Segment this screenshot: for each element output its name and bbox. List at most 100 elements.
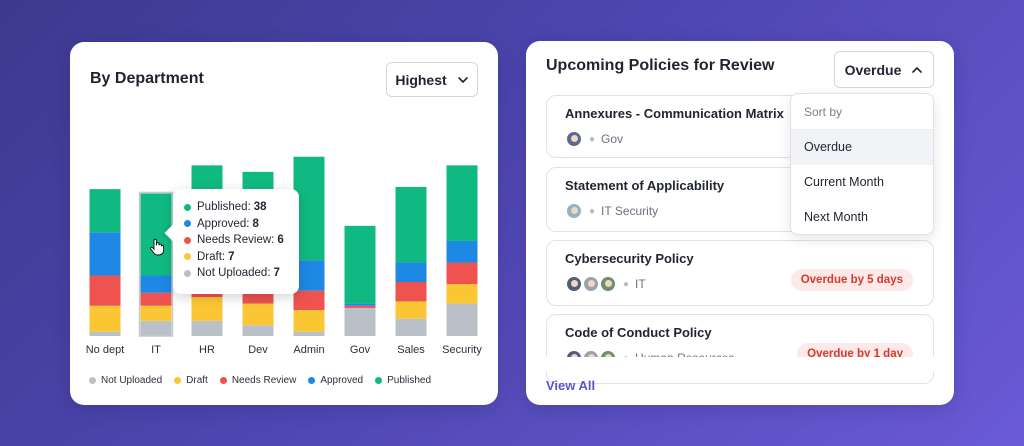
legend-label: Approved [320,375,364,386]
bar-segment-approved[interactable] [446,240,478,263]
tooltip-dot [184,236,191,244]
upcoming-policies-card: Upcoming Policies for Review Overdue Ann… [526,41,954,405]
tooltip-label: Draft: [197,250,226,263]
policy-department: IT [635,277,646,291]
chevron-up-icon [912,66,923,73]
dropdown-header: Sort by [791,94,933,130]
legend-label: Published [387,375,432,386]
policy-item[interactable]: Code of Conduct Policy ● Human Resources… [546,314,934,384]
bar-segment-needs-review[interactable] [344,305,376,308]
bar-segment-draft[interactable] [89,305,121,332]
view-all-link[interactable]: View All [546,378,596,393]
sort-highest-select[interactable]: Highest [386,62,478,97]
bar-segment-published[interactable] [344,225,376,304]
bar-segment-not-uploaded[interactable] [242,325,274,336]
by-department-card: By Department Highest No dept IT HR Dev Admi… [70,42,498,405]
bar-segment-draft[interactable] [242,303,274,326]
policy-title: Code of Conduct Policy [565,325,712,340]
legend-dot [308,377,316,384]
separator-dot: ● [589,133,596,145]
upcoming-policies-title: Upcoming Policies for Review [546,57,775,74]
bar-segment-not-uploaded[interactable] [191,320,223,336]
x-tick-label: IT [151,344,161,356]
avatar [565,202,583,220]
bar-segment-approved[interactable] [140,275,172,293]
overdue-badge: Overdue by 5 days [790,269,913,291]
dropdown-option-current-month[interactable]: Current Month [804,175,884,189]
tooltip-value: 8 [252,217,259,230]
bar-segment-not-uploaded[interactable] [89,331,121,336]
bar-segment-published[interactable] [446,165,478,241]
bar-segment-draft[interactable] [140,305,172,321]
overdue-filter-select[interactable]: Overdue [834,51,934,88]
legend-item: Needs Review [219,375,297,386]
bar-segment-approved[interactable] [89,232,121,276]
sort-highest-label: Highest [395,71,447,88]
tooltip-row: Needs Review: 6 [184,232,288,249]
by-department-title: By Department [90,70,204,87]
tooltip-value: 6 [277,234,284,247]
legend-dot [375,377,383,384]
avatar [582,275,600,293]
dropdown-option-overdue[interactable]: Overdue [791,130,933,165]
overdue-filter-label: Overdue [844,61,902,78]
legend-item: Draft [174,375,208,386]
list-fade [526,357,954,371]
chevron-down-icon [457,76,468,83]
tooltip-value: 7 [228,250,235,263]
bar-segment-draft[interactable] [395,301,427,319]
bar-segment-not-uploaded[interactable] [446,303,478,336]
tooltip-label: Needs Review: [197,234,275,247]
legend-item: Published [375,375,431,386]
legend-item: Approved [308,375,363,386]
tooltip-value: 7 [273,267,280,280]
policy-meta: ● IT [565,275,646,293]
bar-segment-not-uploaded[interactable] [395,318,427,336]
tooltip-dot [184,253,191,261]
tooltip-row: Draft: 7 [184,249,288,266]
policy-title: Annexures - Communication Matrix [565,106,784,121]
bar-segment-not-uploaded[interactable] [293,331,325,336]
tooltip-label: Not Uploaded: [197,267,271,280]
separator-dot: ● [589,205,596,217]
tooltip-dot [184,203,191,211]
policy-title: Statement of Applicability [565,178,725,193]
tooltip-row: Published: 38 [184,199,288,216]
bar-segment-not-uploaded[interactable] [344,307,376,336]
tooltip-value: 38 [253,201,267,214]
bar-segment-needs-review[interactable] [140,292,172,306]
bar-segment-needs-review[interactable] [89,275,121,306]
hand-cursor-icon [150,238,164,256]
bar-segment-published[interactable] [395,186,427,263]
legend-label: Needs Review [231,375,297,386]
x-tick-label: HR [199,344,215,356]
bar-segment-needs-review[interactable] [293,290,325,311]
legend-label: Not Uploaded [101,375,163,386]
x-tick-label: Gov [350,344,371,356]
legend-dot [174,377,182,384]
policy-item[interactable]: Cybersecurity Policy ● IT Overdue by 5 d… [546,240,934,306]
avatar [565,130,583,148]
avatar [599,275,617,293]
bar-segment-draft[interactable] [293,310,325,332]
bar-tooltip: Published: 38 Approved: 8 Needs Review: 6 Draf… [173,189,299,294]
bar-segment-needs-review[interactable] [446,262,478,285]
tooltip-row: Not Uploaded: 7 [184,265,288,282]
avatar [565,275,583,293]
tooltip-label: Published: [197,201,251,214]
dropdown-option-next-month[interactable]: Next Month [804,210,868,224]
tooltip-dot [184,220,191,228]
x-tick-label: Dev [248,344,268,356]
bar-segment-approved[interactable] [395,262,427,282]
bar-segment-draft[interactable] [191,297,223,321]
x-tick-label: Sales [397,344,425,356]
bar-segment-not-uploaded[interactable] [140,320,172,336]
bar-segment-approved[interactable] [344,303,376,306]
bar-segment-draft[interactable] [446,284,478,304]
bar-segment-published[interactable] [89,189,121,233]
bar-segment-needs-review[interactable] [395,282,427,302]
legend-item: Not Uploaded [89,375,162,386]
policy-meta: ● Gov [565,130,623,148]
policy-title: Cybersecurity Policy [565,251,694,266]
x-tick-label: Admin [293,344,324,356]
